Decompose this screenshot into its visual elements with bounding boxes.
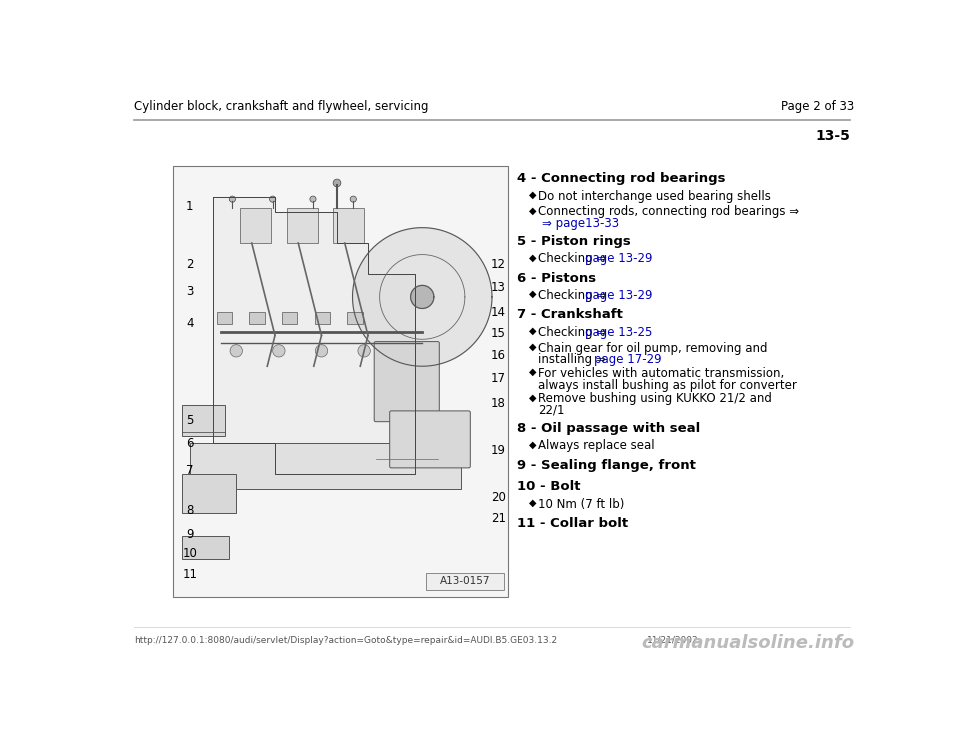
Text: 10 Nm (7 ft lb): 10 Nm (7 ft lb) — [539, 498, 625, 511]
Text: 21: 21 — [491, 512, 506, 525]
Text: Connecting rods, connecting rod bearings ⇒: Connecting rods, connecting rod bearings… — [539, 206, 804, 218]
Text: ◆: ◆ — [529, 206, 537, 215]
Text: Checking ⇒: Checking ⇒ — [539, 289, 611, 302]
Text: ◆: ◆ — [529, 289, 537, 299]
Circle shape — [270, 196, 276, 203]
Text: Checking ⇒: Checking ⇒ — [539, 252, 611, 266]
Text: 18: 18 — [491, 397, 506, 410]
Polygon shape — [213, 197, 415, 474]
Text: page 13-25: page 13-25 — [586, 326, 653, 339]
Text: 2: 2 — [186, 258, 194, 271]
Text: For vehicles with automatic transmission,: For vehicles with automatic transmission… — [539, 367, 784, 380]
Bar — [250, 312, 265, 324]
Text: 4: 4 — [186, 317, 194, 329]
Text: page 13-29: page 13-29 — [586, 289, 653, 302]
Text: Cylinder block, crankshaft and flywheel, servicing: Cylinder block, crankshaft and flywheel,… — [134, 100, 428, 113]
Text: 7: 7 — [186, 464, 194, 477]
Text: Chain gear for oil pump, removing and: Chain gear for oil pump, removing and — [539, 341, 768, 355]
Polygon shape — [352, 228, 492, 367]
Bar — [426, 573, 504, 590]
Text: 17: 17 — [491, 372, 506, 385]
Bar — [287, 209, 318, 243]
Bar — [190, 443, 461, 490]
Text: 19: 19 — [491, 444, 506, 457]
Text: ◆: ◆ — [529, 252, 537, 262]
Bar — [333, 209, 364, 243]
Text: 5: 5 — [186, 413, 193, 427]
Text: 6 - Pistons: 6 - Pistons — [516, 272, 596, 284]
Text: ◆: ◆ — [529, 341, 537, 352]
Text: 1: 1 — [186, 200, 194, 212]
Text: Checking ⇒: Checking ⇒ — [539, 326, 611, 339]
Text: page 13-29: page 13-29 — [586, 252, 653, 266]
Bar — [217, 312, 232, 324]
Bar — [348, 312, 363, 324]
Text: http://127.0.0.1:8080/audi/servlet/Display?action=Goto&type=repair&id=AUDI.B5.GE: http://127.0.0.1:8080/audi/servlet/Displ… — [134, 636, 557, 645]
Circle shape — [350, 196, 356, 203]
Text: A13-0157: A13-0157 — [440, 576, 491, 586]
Text: ◆: ◆ — [529, 439, 537, 450]
Text: 10: 10 — [182, 547, 197, 560]
Bar — [315, 312, 330, 324]
Text: 9 - Sealing flange, front: 9 - Sealing flange, front — [516, 459, 696, 472]
Circle shape — [310, 196, 316, 203]
Text: 13: 13 — [491, 281, 506, 294]
Text: ◆: ◆ — [529, 498, 537, 508]
Text: 9: 9 — [186, 528, 194, 541]
Text: 11/21/2002: 11/21/2002 — [647, 636, 699, 645]
Text: page 17-29: page 17-29 — [594, 353, 661, 366]
Polygon shape — [411, 286, 434, 309]
Text: 11: 11 — [182, 568, 197, 581]
Text: ◆: ◆ — [529, 393, 537, 402]
Bar — [282, 312, 298, 324]
FancyBboxPatch shape — [374, 341, 440, 421]
Text: 7 - Crankshaft: 7 - Crankshaft — [516, 309, 623, 321]
Text: 22/1: 22/1 — [539, 404, 565, 417]
Circle shape — [333, 179, 341, 187]
Text: Page 2 of 33: Page 2 of 33 — [781, 100, 854, 113]
Text: 3: 3 — [186, 285, 193, 298]
Circle shape — [315, 345, 327, 357]
Text: 6: 6 — [186, 437, 194, 450]
Text: ◆: ◆ — [529, 326, 537, 336]
Circle shape — [358, 345, 371, 357]
Text: ◆: ◆ — [529, 190, 537, 200]
Text: 4 - Connecting rod bearings: 4 - Connecting rod bearings — [516, 172, 726, 186]
Bar — [182, 474, 236, 513]
Text: 12: 12 — [491, 258, 506, 271]
Bar — [173, 166, 508, 597]
Text: 8: 8 — [186, 505, 193, 517]
Text: 10 - Bolt: 10 - Bolt — [516, 480, 580, 493]
Text: ◆: ◆ — [529, 367, 537, 377]
Bar — [182, 536, 228, 559]
Text: ⇒ page13-33: ⇒ page13-33 — [541, 217, 619, 230]
Text: Always replace seal: Always replace seal — [539, 439, 655, 453]
Text: installing ⇒: installing ⇒ — [539, 353, 610, 366]
Text: 15: 15 — [491, 327, 506, 341]
Text: 14: 14 — [491, 306, 506, 319]
Bar — [182, 404, 225, 436]
Text: always install bushing as pilot for converter: always install bushing as pilot for conv… — [539, 378, 798, 392]
Text: 16: 16 — [491, 349, 506, 362]
Text: carmanualsoline.info: carmanualsoline.info — [641, 634, 854, 652]
Text: 13-5: 13-5 — [815, 129, 850, 143]
Text: 20: 20 — [491, 490, 506, 504]
Circle shape — [273, 345, 285, 357]
Circle shape — [229, 196, 235, 203]
Text: 8 - Oil passage with seal: 8 - Oil passage with seal — [516, 421, 700, 435]
FancyBboxPatch shape — [390, 411, 470, 468]
Bar — [240, 209, 271, 243]
Text: Do not interchange used bearing shells: Do not interchange used bearing shells — [539, 190, 772, 203]
Text: 5 - Piston rings: 5 - Piston rings — [516, 234, 631, 248]
Circle shape — [230, 345, 243, 357]
Text: Remove bushing using KUKKO 21/2 and: Remove bushing using KUKKO 21/2 and — [539, 393, 773, 405]
Text: 11 - Collar bolt: 11 - Collar bolt — [516, 517, 628, 531]
